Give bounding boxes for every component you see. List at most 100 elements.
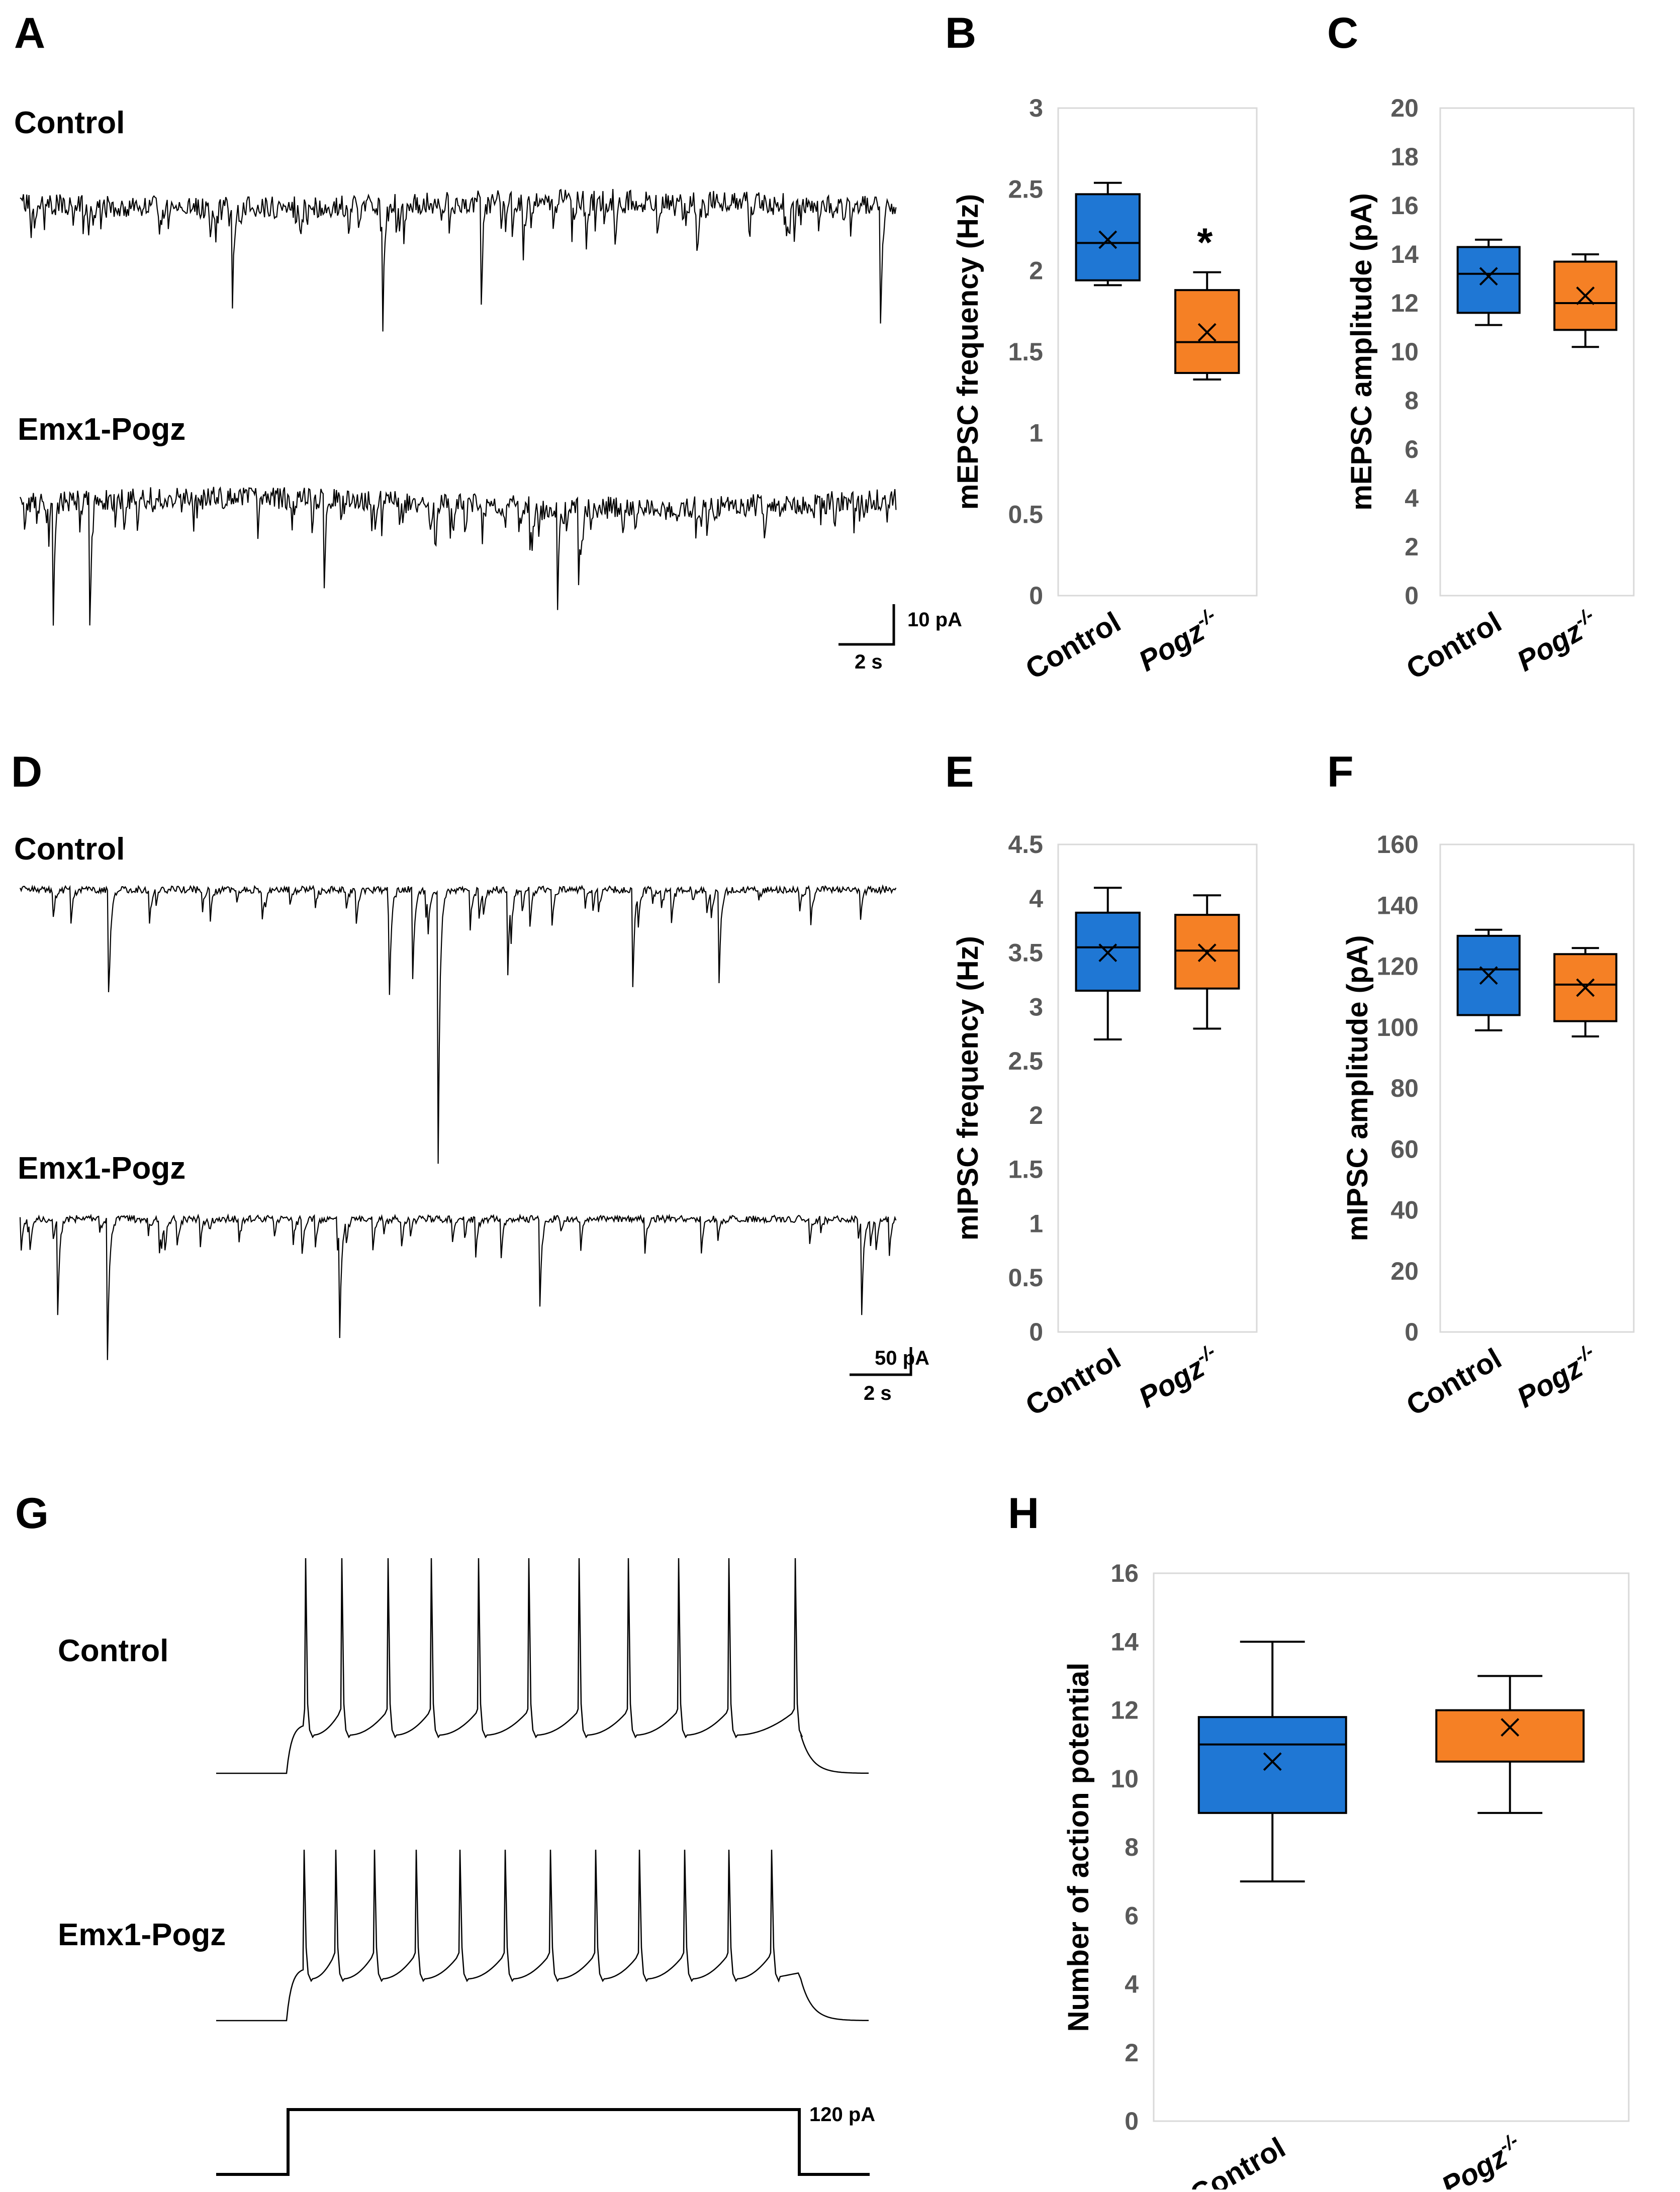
y-axis-label-b: mEPSC frequency (Hz) bbox=[952, 194, 984, 510]
plot-frame-c bbox=[1439, 107, 1635, 597]
y-tick-label-c: 14 bbox=[1390, 240, 1419, 268]
box-iqr bbox=[1197, 1716, 1347, 1814]
y-tick-label-f: 140 bbox=[1377, 891, 1419, 919]
chart-b-mepsc-frequency: 0 0.5 1 1.5 2 2.5 3 mEPSC frequency (Hz) Control… bbox=[952, 94, 1258, 686]
panel-letter-g: G bbox=[15, 1489, 49, 1538]
trace-label-g-control: Control bbox=[58, 1634, 168, 1668]
chart-h-action-potentials: 0 2 4 6 8 10 12 14 16 Number of action potential C… bbox=[1062, 1559, 1630, 2192]
y-tick-label-f: 40 bbox=[1390, 1196, 1419, 1224]
x-tick-label-h: Control bbox=[1185, 2131, 1291, 2189]
scale-bar-a-current: 10 pA bbox=[907, 609, 962, 631]
y-tick-label-h: 14 bbox=[1110, 1628, 1139, 1656]
y-tick-label-h: 8 bbox=[1125, 1833, 1139, 1861]
mean-marker bbox=[1098, 943, 1117, 962]
x-tick-label-e: Control bbox=[1020, 1342, 1126, 1422]
y-tick-label-h: 16 bbox=[1110, 1559, 1139, 1587]
x-tick-label-f: Control bbox=[1401, 1342, 1507, 1422]
x-tick-label-b: Control bbox=[1020, 606, 1126, 686]
y-tick-label-h: 0 bbox=[1125, 2107, 1139, 2135]
box-b-control bbox=[1075, 181, 1141, 287]
y-axis-label-h: Number of action potential bbox=[1062, 1663, 1095, 2032]
x-tick-label-h: Pogz-/- bbox=[1435, 2130, 1528, 2189]
y-tick-label-c: 6 bbox=[1405, 435, 1419, 463]
panel-letter-d: D bbox=[11, 748, 42, 796]
mean-marker bbox=[1098, 230, 1117, 249]
y-tick-label-c: 20 bbox=[1390, 94, 1419, 122]
trace-label-g-emx1: Emx1-Pogz bbox=[58, 1918, 226, 1952]
y-tick-label-f: 0 bbox=[1405, 1318, 1419, 1346]
chart-f-mipsc-amplitude: 0 20 40 60 80 100 120 140 160 mIPSC amplitude (pA… bbox=[1341, 830, 1635, 1422]
y-tick-label-h: 4 bbox=[1125, 1970, 1139, 1998]
mean-marker bbox=[1479, 966, 1498, 985]
mean-marker bbox=[1197, 943, 1217, 962]
stimulus-label: 120 pA bbox=[809, 2104, 875, 2126]
plot-frame-h bbox=[1153, 1572, 1630, 2122]
y-tick-label-c: 2 bbox=[1405, 533, 1419, 561]
box-e-control bbox=[1075, 887, 1141, 1040]
y-tick-label-e: 1.5 bbox=[1008, 1156, 1043, 1184]
scale-bar-a-time: 2 s bbox=[855, 651, 883, 673]
box-e-pogz bbox=[1174, 894, 1240, 1030]
panel-letter-h: H bbox=[1008, 1489, 1039, 1538]
y-tick-label-c: 16 bbox=[1390, 192, 1419, 220]
mean-marker bbox=[1501, 1718, 1520, 1737]
box-iqr bbox=[1075, 193, 1141, 281]
y-tick-label-c: 0 bbox=[1405, 582, 1419, 610]
trace-label-a-emx1: Emx1-Pogz bbox=[18, 412, 185, 447]
scale-bar-d-current: 50 pA bbox=[875, 1347, 929, 1369]
plot-frame-f bbox=[1439, 843, 1635, 1333]
trace-label-d-emx1: Emx1-Pogz bbox=[18, 1151, 185, 1186]
y-tick-label-e: 2 bbox=[1029, 1101, 1043, 1129]
y-tick-label-h: 12 bbox=[1110, 1696, 1139, 1725]
x-tick-label-c: Control bbox=[1401, 606, 1507, 686]
plot-frame-e bbox=[1057, 843, 1258, 1333]
y-tick-label-f: 100 bbox=[1377, 1013, 1419, 1041]
box-c-control bbox=[1456, 238, 1521, 326]
y-axis-label-e: mIPSC frequency (Hz) bbox=[952, 936, 984, 1241]
chart-e-mipsc-frequency: 0 0.5 1 1.5 2 2.5 3 3.5 4 4.5 mIPSC frequency (Hz)… bbox=[952, 830, 1258, 1422]
y-tick-label-b: 3 bbox=[1029, 94, 1043, 122]
trace-label-d-control: Control bbox=[14, 832, 125, 867]
y-tick-label-h: 10 bbox=[1110, 1765, 1139, 1793]
y-tick-label-f: 160 bbox=[1377, 830, 1419, 859]
scale-bar-d: 50 pA 2 s bbox=[850, 1347, 929, 1404]
y-tick-label-f: 60 bbox=[1390, 1135, 1419, 1163]
plot-frame-b bbox=[1057, 107, 1258, 597]
y-tick-label-c: 4 bbox=[1405, 484, 1419, 512]
x-tick-label-b: Pogz-/- bbox=[1133, 604, 1226, 678]
mean-marker bbox=[1479, 267, 1498, 286]
x-tick-label-c: Pogz-/- bbox=[1511, 604, 1604, 678]
y-tick-label-e: 2.5 bbox=[1008, 1047, 1043, 1075]
y-tick-label-e: 3.5 bbox=[1008, 939, 1043, 967]
chart-c-mepsc-amplitude: 0 2 4 6 8 10 12 14 16 18 20 mEPSC amplitude (pA) Con… bbox=[1345, 94, 1635, 686]
y-tick-label-b: 2 bbox=[1029, 256, 1043, 284]
box-iqr bbox=[1435, 1709, 1585, 1763]
y-axis-label-f: mIPSC amplitude (pA) bbox=[1341, 935, 1374, 1241]
y-tick-label-b: 1.5 bbox=[1008, 338, 1043, 366]
y-tick-label-c: 18 bbox=[1390, 143, 1419, 171]
box-b-pogz bbox=[1174, 271, 1240, 380]
y-tick-label-b: 1 bbox=[1029, 419, 1043, 447]
trace-label-a-control: Control bbox=[14, 106, 125, 140]
box-h-pogz bbox=[1435, 1675, 1585, 1814]
y-tick-label-e: 3 bbox=[1029, 993, 1043, 1021]
box-h-control bbox=[1197, 1641, 1347, 1883]
mean-marker bbox=[1263, 1752, 1282, 1771]
y-tick-label-b: 0.5 bbox=[1008, 500, 1043, 528]
panel-letter-b: B bbox=[945, 9, 976, 57]
y-tick-label-c: 8 bbox=[1405, 387, 1419, 415]
y-tick-label-h: 6 bbox=[1125, 1901, 1139, 1930]
trace-g-control bbox=[216, 1558, 869, 1774]
panel-letter-c: C bbox=[1327, 9, 1358, 57]
y-tick-label-f: 80 bbox=[1390, 1074, 1419, 1102]
y-tick-label-e: 0 bbox=[1029, 1318, 1043, 1346]
trace-d-emx1 bbox=[19, 1213, 897, 1360]
mean-marker bbox=[1197, 323, 1217, 342]
trace-d-control bbox=[19, 884, 897, 1164]
panel-letter-e: E bbox=[945, 748, 974, 796]
mean-marker bbox=[1576, 287, 1595, 305]
x-tick-label-f: Pogz-/- bbox=[1511, 1341, 1604, 1414]
panel-letter-a: A bbox=[14, 9, 45, 57]
